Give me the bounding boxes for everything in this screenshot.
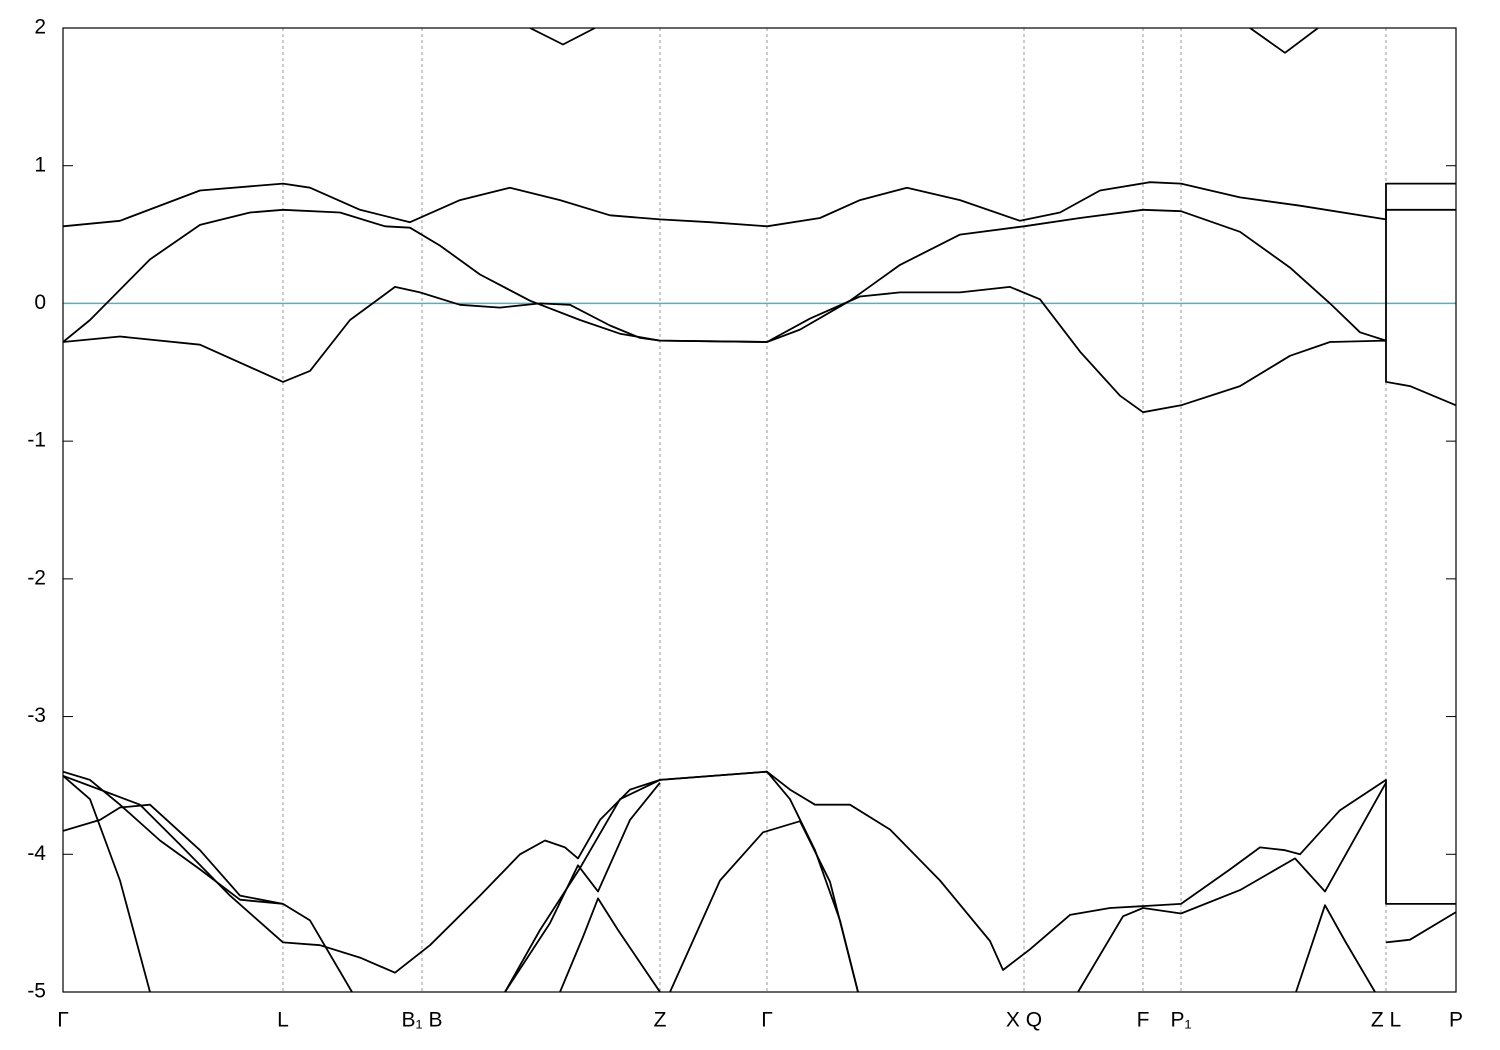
band-line: [669, 820, 859, 992]
x-tick-label: Z: [654, 1009, 667, 1032]
x-tick-label: B₁ B: [402, 1009, 443, 1032]
band-line: [63, 181, 1456, 228]
band-line: [1385, 911, 1456, 944]
x-tick-label: L: [277, 1009, 289, 1032]
x-tick-label: X Q: [1006, 1009, 1042, 1032]
band-line: [559, 897, 661, 992]
band-line: [63, 208, 1456, 343]
y-tick-label: 2: [34, 16, 46, 39]
band-line: [1295, 904, 1376, 992]
band-line: [529, 28, 596, 46]
band-line: [63, 286, 1456, 414]
band-line: [1249, 28, 1319, 54]
band-line: [504, 782, 661, 992]
band-line: [63, 775, 151, 992]
band-line: [63, 770, 353, 992]
plot-frame: [62, 27, 1457, 993]
y-tick-label: 0: [34, 291, 46, 314]
plot-area: [63, 28, 1456, 992]
band-line: [63, 803, 284, 905]
x-tick-label: Z L: [1371, 1009, 1401, 1032]
y-tick-label: -4: [27, 842, 46, 865]
band-line: [1077, 782, 1387, 992]
band-line: [504, 770, 859, 992]
y-tick-label: -5: [27, 980, 46, 1003]
x-tick-label: F: [1137, 1009, 1150, 1032]
y-tick-label: 1: [34, 153, 46, 176]
x-tick-label: Γ: [761, 1009, 773, 1032]
band-line: [63, 770, 1456, 974]
y-tick-label: -2: [27, 566, 46, 589]
x-tick-label: Γ: [57, 1009, 69, 1032]
y-tick-label: -1: [27, 429, 46, 452]
x-tick-label: P₁: [1170, 1009, 1191, 1032]
x-tick-label: P: [1449, 1009, 1463, 1032]
y-tick-label: -3: [27, 704, 46, 727]
